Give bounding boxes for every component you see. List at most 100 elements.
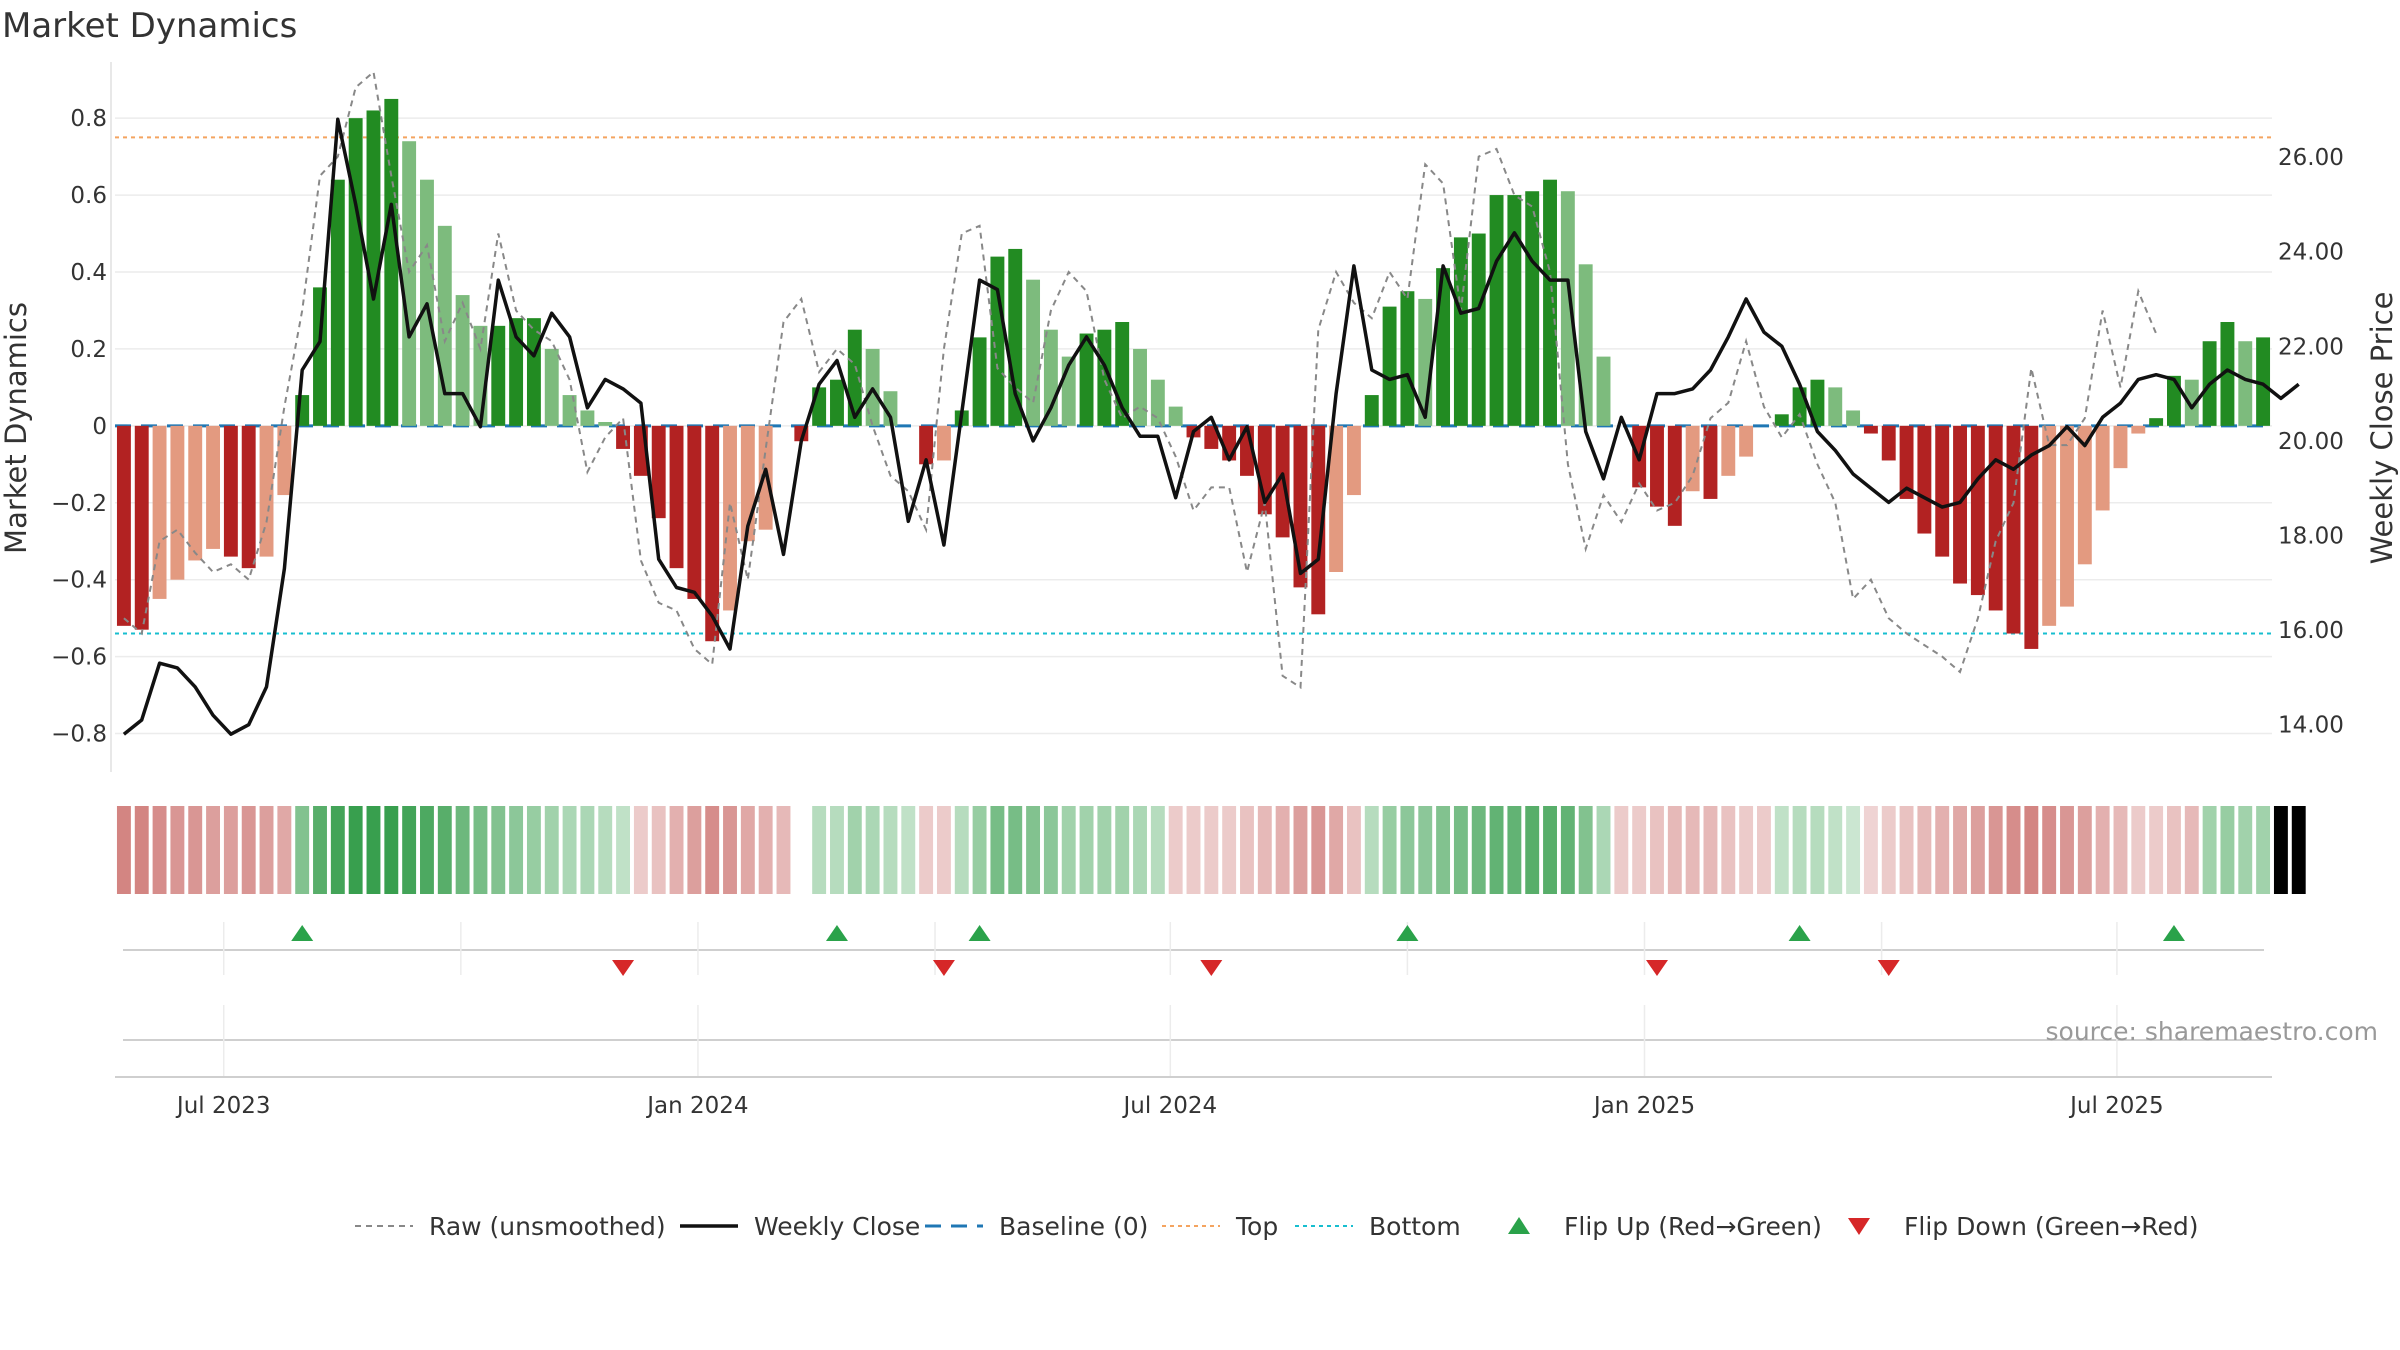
dynamics-bar xyxy=(1988,425,2003,611)
legend-swatch xyxy=(1848,1218,1870,1235)
dynamics-bar xyxy=(241,425,256,569)
y-tick-label: −0.8 xyxy=(51,722,107,748)
heat-cell xyxy=(2024,806,2039,894)
dynamics-bar xyxy=(990,256,1005,426)
dynamics-bar xyxy=(1382,306,1397,426)
source-note: source: sharemaestro.com xyxy=(2046,1017,2379,1046)
heat-cell xyxy=(598,806,613,894)
dynamics-bar xyxy=(366,110,381,426)
dynamics-bar xyxy=(2095,425,2110,511)
heat-cell xyxy=(1115,806,1130,894)
heat-cell xyxy=(348,806,363,894)
dynamics-bar xyxy=(1097,329,1112,426)
dynamics-bar xyxy=(1578,264,1593,426)
heat-cell xyxy=(776,806,791,894)
heat-cell xyxy=(758,806,773,894)
heat-cell xyxy=(865,806,880,894)
dynamics-bar xyxy=(2042,425,2057,626)
dynamics-bar xyxy=(1079,333,1094,426)
dynamics-bar xyxy=(1329,425,1344,572)
flip-down-marker xyxy=(1200,960,1223,976)
heat-cell xyxy=(2291,806,2306,894)
dynamics-bar xyxy=(1204,425,1219,449)
y-right-tick-label: 18.00 xyxy=(2278,524,2344,550)
heat-cell xyxy=(366,806,381,894)
dynamics-bar xyxy=(2131,425,2146,434)
dynamics-bar xyxy=(170,425,185,580)
heat-cell xyxy=(687,806,702,894)
heat-cell xyxy=(1650,806,1664,894)
heat-cell xyxy=(1311,806,1326,894)
heat-cell xyxy=(1168,806,1183,894)
y-tick-label: 0 xyxy=(92,414,107,440)
heat-cell xyxy=(990,806,1005,894)
heat-cell xyxy=(206,806,220,894)
dynamics-bar xyxy=(526,318,541,426)
flip-up-marker xyxy=(1396,925,1419,941)
dynamics-bar xyxy=(1293,425,1308,588)
dynamics-bar xyxy=(384,98,399,426)
heat-cell xyxy=(1863,806,1878,894)
dynamics-bar xyxy=(883,391,898,426)
heat-cell xyxy=(170,806,185,894)
flip-up-marker xyxy=(2162,925,2185,941)
heat-cell xyxy=(580,806,595,894)
flip-markers xyxy=(123,922,2264,1077)
heat-strip xyxy=(116,806,2306,894)
y-tick-label: −0.6 xyxy=(51,645,107,671)
heat-cell xyxy=(1828,806,1843,894)
heat-cell xyxy=(1560,806,1575,894)
dynamics-bar xyxy=(1507,195,1522,426)
heat-cell xyxy=(1881,806,1896,894)
dynamics-bar xyxy=(651,425,666,519)
heat-cell xyxy=(2220,806,2235,894)
flip-down-marker xyxy=(1877,960,1900,976)
dynamics-bar xyxy=(1400,291,1415,426)
heat-cell xyxy=(1026,806,1041,894)
heat-cell xyxy=(616,806,631,894)
x-tick-label: Jul 2024 xyxy=(1122,1093,1218,1119)
legend-item: Baseline (0) xyxy=(925,1212,1148,1241)
dynamics-bar xyxy=(1150,379,1165,426)
heat-cell xyxy=(901,806,916,894)
legend-label: Weekly Close xyxy=(754,1212,920,1241)
raw-line xyxy=(123,70,2158,690)
dynamics-bar xyxy=(1008,248,1023,426)
dynamics-bar xyxy=(1436,268,1451,426)
heat-cell xyxy=(936,806,951,894)
heat-cell xyxy=(1293,806,1308,894)
y-tick-label: 0.8 xyxy=(70,106,107,132)
dynamics-bar xyxy=(2024,425,2039,649)
dynamics-bar xyxy=(812,387,827,426)
heat-cell xyxy=(1703,806,1718,894)
dynamics-bar xyxy=(1935,425,1950,557)
heat-cell xyxy=(2149,806,2164,894)
dynamics-bar xyxy=(2060,425,2074,607)
heat-cell xyxy=(2077,806,2092,894)
heat-cell xyxy=(2060,806,2074,894)
heat-cell xyxy=(509,806,524,894)
heat-cell xyxy=(1382,806,1397,894)
dynamics-bar xyxy=(758,425,773,530)
dynamics-bar xyxy=(116,425,131,626)
dynamics-bar xyxy=(1703,425,1718,499)
heat-cell xyxy=(2238,806,2253,894)
heat-cell xyxy=(437,806,452,894)
heat-cell xyxy=(1899,806,1914,894)
heat-cell xyxy=(812,806,827,894)
heat-cell xyxy=(152,806,167,894)
heat-cell xyxy=(2273,806,2288,894)
grid xyxy=(115,117,2272,735)
heat-cell xyxy=(402,806,417,894)
raw-series xyxy=(123,70,2158,690)
dynamics-bar xyxy=(687,425,702,599)
legend-item: Flip Up (Red→Green) xyxy=(1508,1212,1822,1241)
chart-title: Market Dynamics xyxy=(2,6,298,46)
dynamics-bar xyxy=(1026,279,1041,426)
heat-cell xyxy=(1133,806,1147,894)
dynamics-bar xyxy=(1828,387,1843,426)
y-right-tick-label: 24.00 xyxy=(2278,240,2344,266)
heat-cell xyxy=(919,806,934,894)
legend-item: Bottom xyxy=(1295,1212,1461,1241)
dynamics-bar xyxy=(1311,425,1326,615)
